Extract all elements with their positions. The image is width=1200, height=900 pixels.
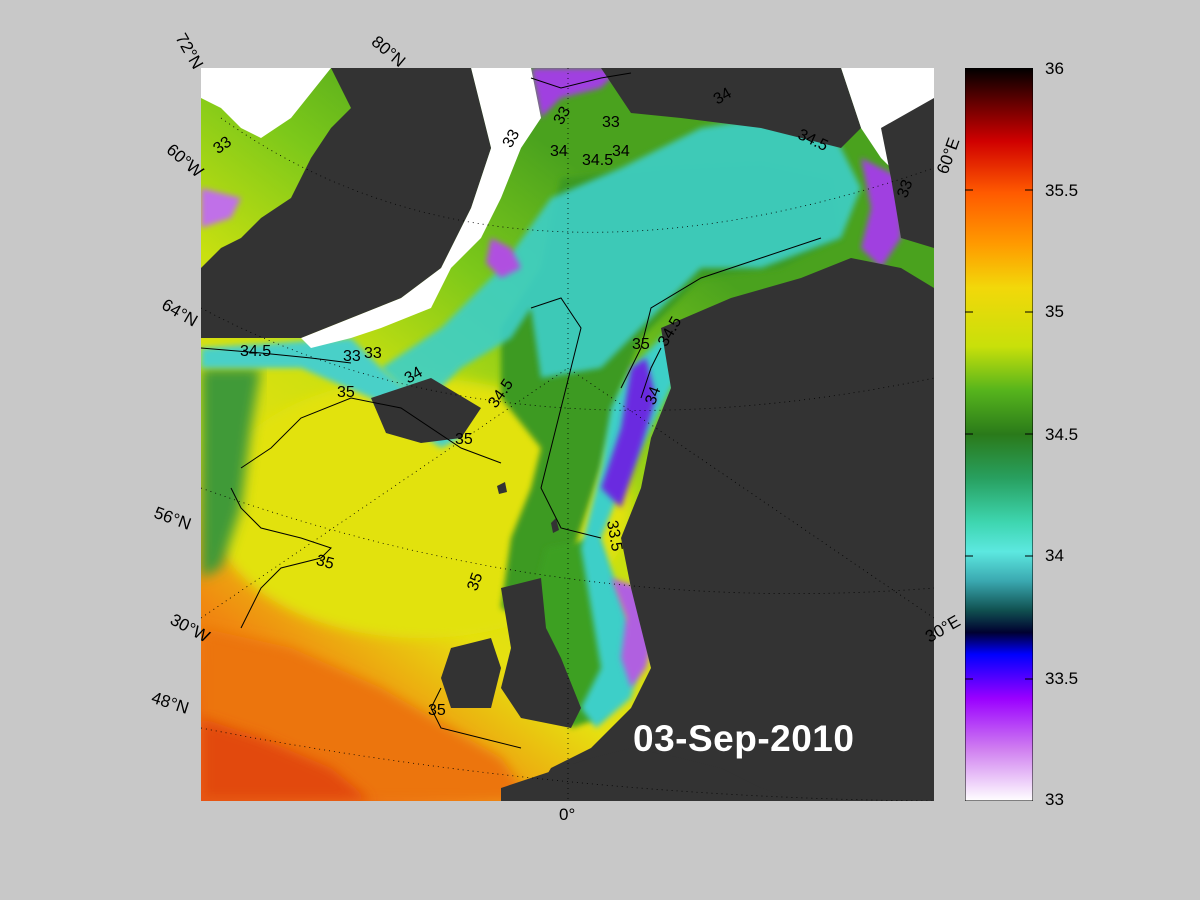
contour-label-35: 35 xyxy=(337,384,355,401)
iceland-land xyxy=(371,378,481,443)
continent-land xyxy=(501,748,801,801)
colorbar-tick-label: 33 xyxy=(1045,790,1064,809)
iceland-cyan xyxy=(201,338,461,448)
label-60e: 60°E xyxy=(933,135,964,177)
colorbar-tick-label: 33.5 xyxy=(1045,669,1079,688)
colorbar xyxy=(965,68,1033,801)
purple-strip-west xyxy=(201,188,241,228)
colorbar-ticks xyxy=(965,189,1033,680)
contour-345-norway xyxy=(620,237,822,389)
label-0: 0° xyxy=(559,805,576,824)
contour-label-34: 34 xyxy=(612,143,630,160)
contour-35-ireland xyxy=(430,687,522,749)
contour-35-southwest xyxy=(230,487,332,629)
novaya-zemlya-land xyxy=(881,98,934,248)
colorbar-tick-label: 34.5 xyxy=(1045,425,1079,444)
contour-label-33: 33 xyxy=(364,345,382,362)
shetland-land xyxy=(551,518,559,533)
colorbar-tick-label: 35.5 xyxy=(1045,181,1079,200)
map-panel xyxy=(201,68,934,801)
label-48n: 48°N xyxy=(149,688,192,718)
label-56n: 56°N xyxy=(151,503,194,534)
contour-34-norway xyxy=(640,347,662,399)
contour-lines xyxy=(201,72,822,749)
contour-label-33: 33 xyxy=(602,114,620,131)
contour-label-33: 33 xyxy=(343,348,361,365)
label-72n: 72°N xyxy=(171,30,207,73)
date-label: 03-Sep-2010 xyxy=(633,718,855,759)
graticule xyxy=(201,68,934,801)
purple-strip-east xyxy=(861,158,901,268)
graticule-lon-30w xyxy=(201,367,569,619)
contour-label-35: 35 xyxy=(632,336,650,353)
scandinavia-land xyxy=(531,258,934,801)
east-greenland-ice xyxy=(301,68,541,348)
southern-red-water xyxy=(201,718,371,801)
greenland-front-cyan xyxy=(381,108,861,408)
western-green-band xyxy=(201,368,261,578)
contour-label-345: 34.5 xyxy=(240,343,272,360)
purple-strip-greenland xyxy=(486,238,521,278)
purple-strip-north xyxy=(531,68,621,118)
faroe-land xyxy=(497,482,507,494)
contour-label-35: 35 xyxy=(455,431,473,448)
label-64n: 64°N xyxy=(158,295,201,331)
colorbar-gradient xyxy=(965,68,1033,801)
map-svg xyxy=(201,68,934,801)
colorbar-tick-label: 34 xyxy=(1045,546,1064,565)
contour-label-35: 35 xyxy=(428,702,446,719)
colorbar-tick-label: 35 xyxy=(1045,302,1064,321)
ireland-land xyxy=(441,638,501,708)
svalbard-land xyxy=(601,68,861,148)
contour-33-north xyxy=(530,72,632,89)
norwegian-coast-cyan xyxy=(581,328,681,728)
contour-label-345: 34.5 xyxy=(582,152,614,169)
greenland-land xyxy=(201,68,491,338)
contour-label-34: 34 xyxy=(550,143,568,160)
colorbar-tick-label: 36 xyxy=(1045,59,1064,78)
contour-35-atlantic xyxy=(240,397,502,469)
contour-345-greenland xyxy=(201,347,352,364)
greenland-ice xyxy=(201,68,331,138)
label-80n: 80°N xyxy=(367,32,410,71)
british-isles-land xyxy=(501,578,581,728)
